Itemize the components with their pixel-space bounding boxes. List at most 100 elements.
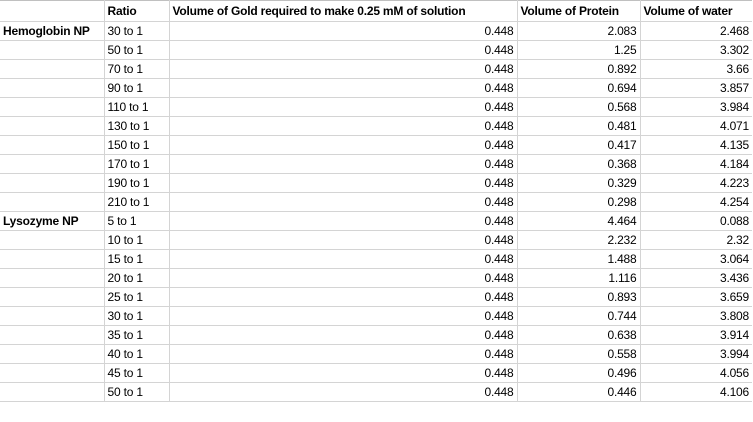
gold-volume-cell[interactable]: 0.448	[168, 363, 518, 383]
water-volume-cell[interactable]: 3.66	[639, 59, 752, 79]
group-cell[interactable]	[0, 249, 105, 269]
ratio-cell[interactable]: 45 to 1	[103, 363, 170, 383]
protein-volume-cell[interactable]: 0.694	[516, 78, 641, 98]
water-volume-cell[interactable]: 3.302	[639, 40, 752, 60]
protein-volume-cell[interactable]: 0.446	[516, 382, 641, 402]
gold-volume-cell[interactable]: 0.448	[168, 211, 518, 231]
gold-volume-cell[interactable]: 0.448	[168, 249, 518, 269]
water-volume-cell[interactable]: 4.254	[639, 192, 752, 212]
ratio-cell[interactable]: 25 to 1	[103, 287, 170, 307]
group-cell[interactable]	[0, 192, 105, 212]
ratio-cell[interactable]: 40 to 1	[103, 344, 170, 364]
gold-volume-cell[interactable]: 0.448	[168, 268, 518, 288]
water-volume-cell[interactable]: 4.223	[639, 173, 752, 193]
ratio-cell[interactable]: 90 to 1	[103, 78, 170, 98]
group-cell[interactable]	[0, 59, 105, 79]
ratio-cell[interactable]: 150 to 1	[103, 135, 170, 155]
protein-volume-cell[interactable]: 0.329	[516, 173, 641, 193]
group-cell[interactable]	[0, 97, 105, 117]
protein-volume-cell[interactable]: 0.893	[516, 287, 641, 307]
gold-volume-cell[interactable]: 0.448	[168, 173, 518, 193]
ratio-cell[interactable]: 190 to 1	[103, 173, 170, 193]
protein-volume-cell[interactable]: 0.744	[516, 306, 641, 326]
group-cell[interactable]	[0, 306, 105, 326]
protein-volume-cell[interactable]: 2.232	[516, 230, 641, 250]
water-volume-cell[interactable]: 3.984	[639, 97, 752, 117]
group-cell[interactable]	[0, 173, 105, 193]
water-volume-cell[interactable]: 4.135	[639, 135, 752, 155]
group-cell[interactable]	[0, 268, 105, 288]
protein-volume-cell[interactable]: 0.638	[516, 325, 641, 345]
gold-volume-cell[interactable]: 0.448	[168, 97, 518, 117]
water-volume-cell[interactable]: 3.857	[639, 78, 752, 98]
header-cell-protein-volume[interactable]: Volume of Protein	[516, 0, 641, 22]
water-volume-cell[interactable]: 3.064	[639, 249, 752, 269]
water-volume-cell[interactable]: 3.914	[639, 325, 752, 345]
water-volume-cell[interactable]: 4.106	[639, 382, 752, 402]
gold-volume-cell[interactable]: 0.448	[168, 192, 518, 212]
header-cell-ratio[interactable]: Ratio	[103, 0, 170, 22]
gold-volume-cell[interactable]: 0.448	[168, 154, 518, 174]
ratio-cell[interactable]: 110 to 1	[103, 97, 170, 117]
gold-volume-cell[interactable]: 0.448	[168, 78, 518, 98]
protein-volume-cell[interactable]: 0.496	[516, 363, 641, 383]
header-cell[interactable]	[0, 0, 105, 22]
water-volume-cell[interactable]: 0.088	[639, 211, 752, 231]
ratio-cell[interactable]: 20 to 1	[103, 268, 170, 288]
protein-volume-cell[interactable]: 0.481	[516, 116, 641, 136]
gold-volume-cell[interactable]: 0.448	[168, 230, 518, 250]
ratio-cell[interactable]: 50 to 1	[103, 40, 170, 60]
ratio-cell[interactable]: 30 to 1	[103, 306, 170, 326]
ratio-cell[interactable]: 170 to 1	[103, 154, 170, 174]
gold-volume-cell[interactable]: 0.448	[168, 59, 518, 79]
water-volume-cell[interactable]: 4.071	[639, 116, 752, 136]
water-volume-cell[interactable]: 4.184	[639, 154, 752, 174]
water-volume-cell[interactable]: 3.994	[639, 344, 752, 364]
water-volume-cell[interactable]: 3.808	[639, 306, 752, 326]
header-cell-water-volume[interactable]: Volume of water	[639, 0, 752, 22]
header-cell-gold-volume[interactable]: Volume of Gold required to make 0.25 mM …	[168, 0, 518, 22]
water-volume-cell[interactable]: 2.32	[639, 230, 752, 250]
group-cell[interactable]	[0, 154, 105, 174]
ratio-cell[interactable]: 35 to 1	[103, 325, 170, 345]
protein-volume-cell[interactable]: 1.488	[516, 249, 641, 269]
gold-volume-cell[interactable]: 0.448	[168, 21, 518, 41]
gold-volume-cell[interactable]: 0.448	[168, 344, 518, 364]
group-cell[interactable]	[0, 135, 105, 155]
group-cell[interactable]	[0, 287, 105, 307]
ratio-cell[interactable]: 70 to 1	[103, 59, 170, 79]
protein-volume-cell[interactable]: 4.464	[516, 211, 641, 231]
protein-volume-cell[interactable]: 1.116	[516, 268, 641, 288]
water-volume-cell[interactable]: 3.659	[639, 287, 752, 307]
protein-volume-cell[interactable]: 0.558	[516, 344, 641, 364]
gold-volume-cell[interactable]: 0.448	[168, 135, 518, 155]
protein-volume-cell[interactable]: 0.298	[516, 192, 641, 212]
group-cell[interactable]	[0, 382, 105, 402]
gold-volume-cell[interactable]: 0.448	[168, 40, 518, 60]
group-cell[interactable]: Lysozyme NP	[0, 211, 105, 231]
group-cell[interactable]: Hemoglobin NP	[0, 21, 105, 41]
ratio-cell[interactable]: 130 to 1	[103, 116, 170, 136]
water-volume-cell[interactable]: 4.056	[639, 363, 752, 383]
water-volume-cell[interactable]: 2.468	[639, 21, 752, 41]
ratio-cell[interactable]: 5 to 1	[103, 211, 170, 231]
ratio-cell[interactable]: 50 to 1	[103, 382, 170, 402]
gold-volume-cell[interactable]: 0.448	[168, 287, 518, 307]
protein-volume-cell[interactable]: 0.368	[516, 154, 641, 174]
protein-volume-cell[interactable]: 2.083	[516, 21, 641, 41]
protein-volume-cell[interactable]: 0.568	[516, 97, 641, 117]
ratio-cell[interactable]: 30 to 1	[103, 21, 170, 41]
group-cell[interactable]	[0, 325, 105, 345]
group-cell[interactable]	[0, 78, 105, 98]
gold-volume-cell[interactable]: 0.448	[168, 116, 518, 136]
ratio-cell[interactable]: 10 to 1	[103, 230, 170, 250]
group-cell[interactable]	[0, 344, 105, 364]
group-cell[interactable]	[0, 116, 105, 136]
protein-volume-cell[interactable]: 0.892	[516, 59, 641, 79]
ratio-cell[interactable]: 15 to 1	[103, 249, 170, 269]
ratio-cell[interactable]: 210 to 1	[103, 192, 170, 212]
gold-volume-cell[interactable]: 0.448	[168, 325, 518, 345]
group-cell[interactable]	[0, 363, 105, 383]
gold-volume-cell[interactable]: 0.448	[168, 306, 518, 326]
water-volume-cell[interactable]: 3.436	[639, 268, 752, 288]
